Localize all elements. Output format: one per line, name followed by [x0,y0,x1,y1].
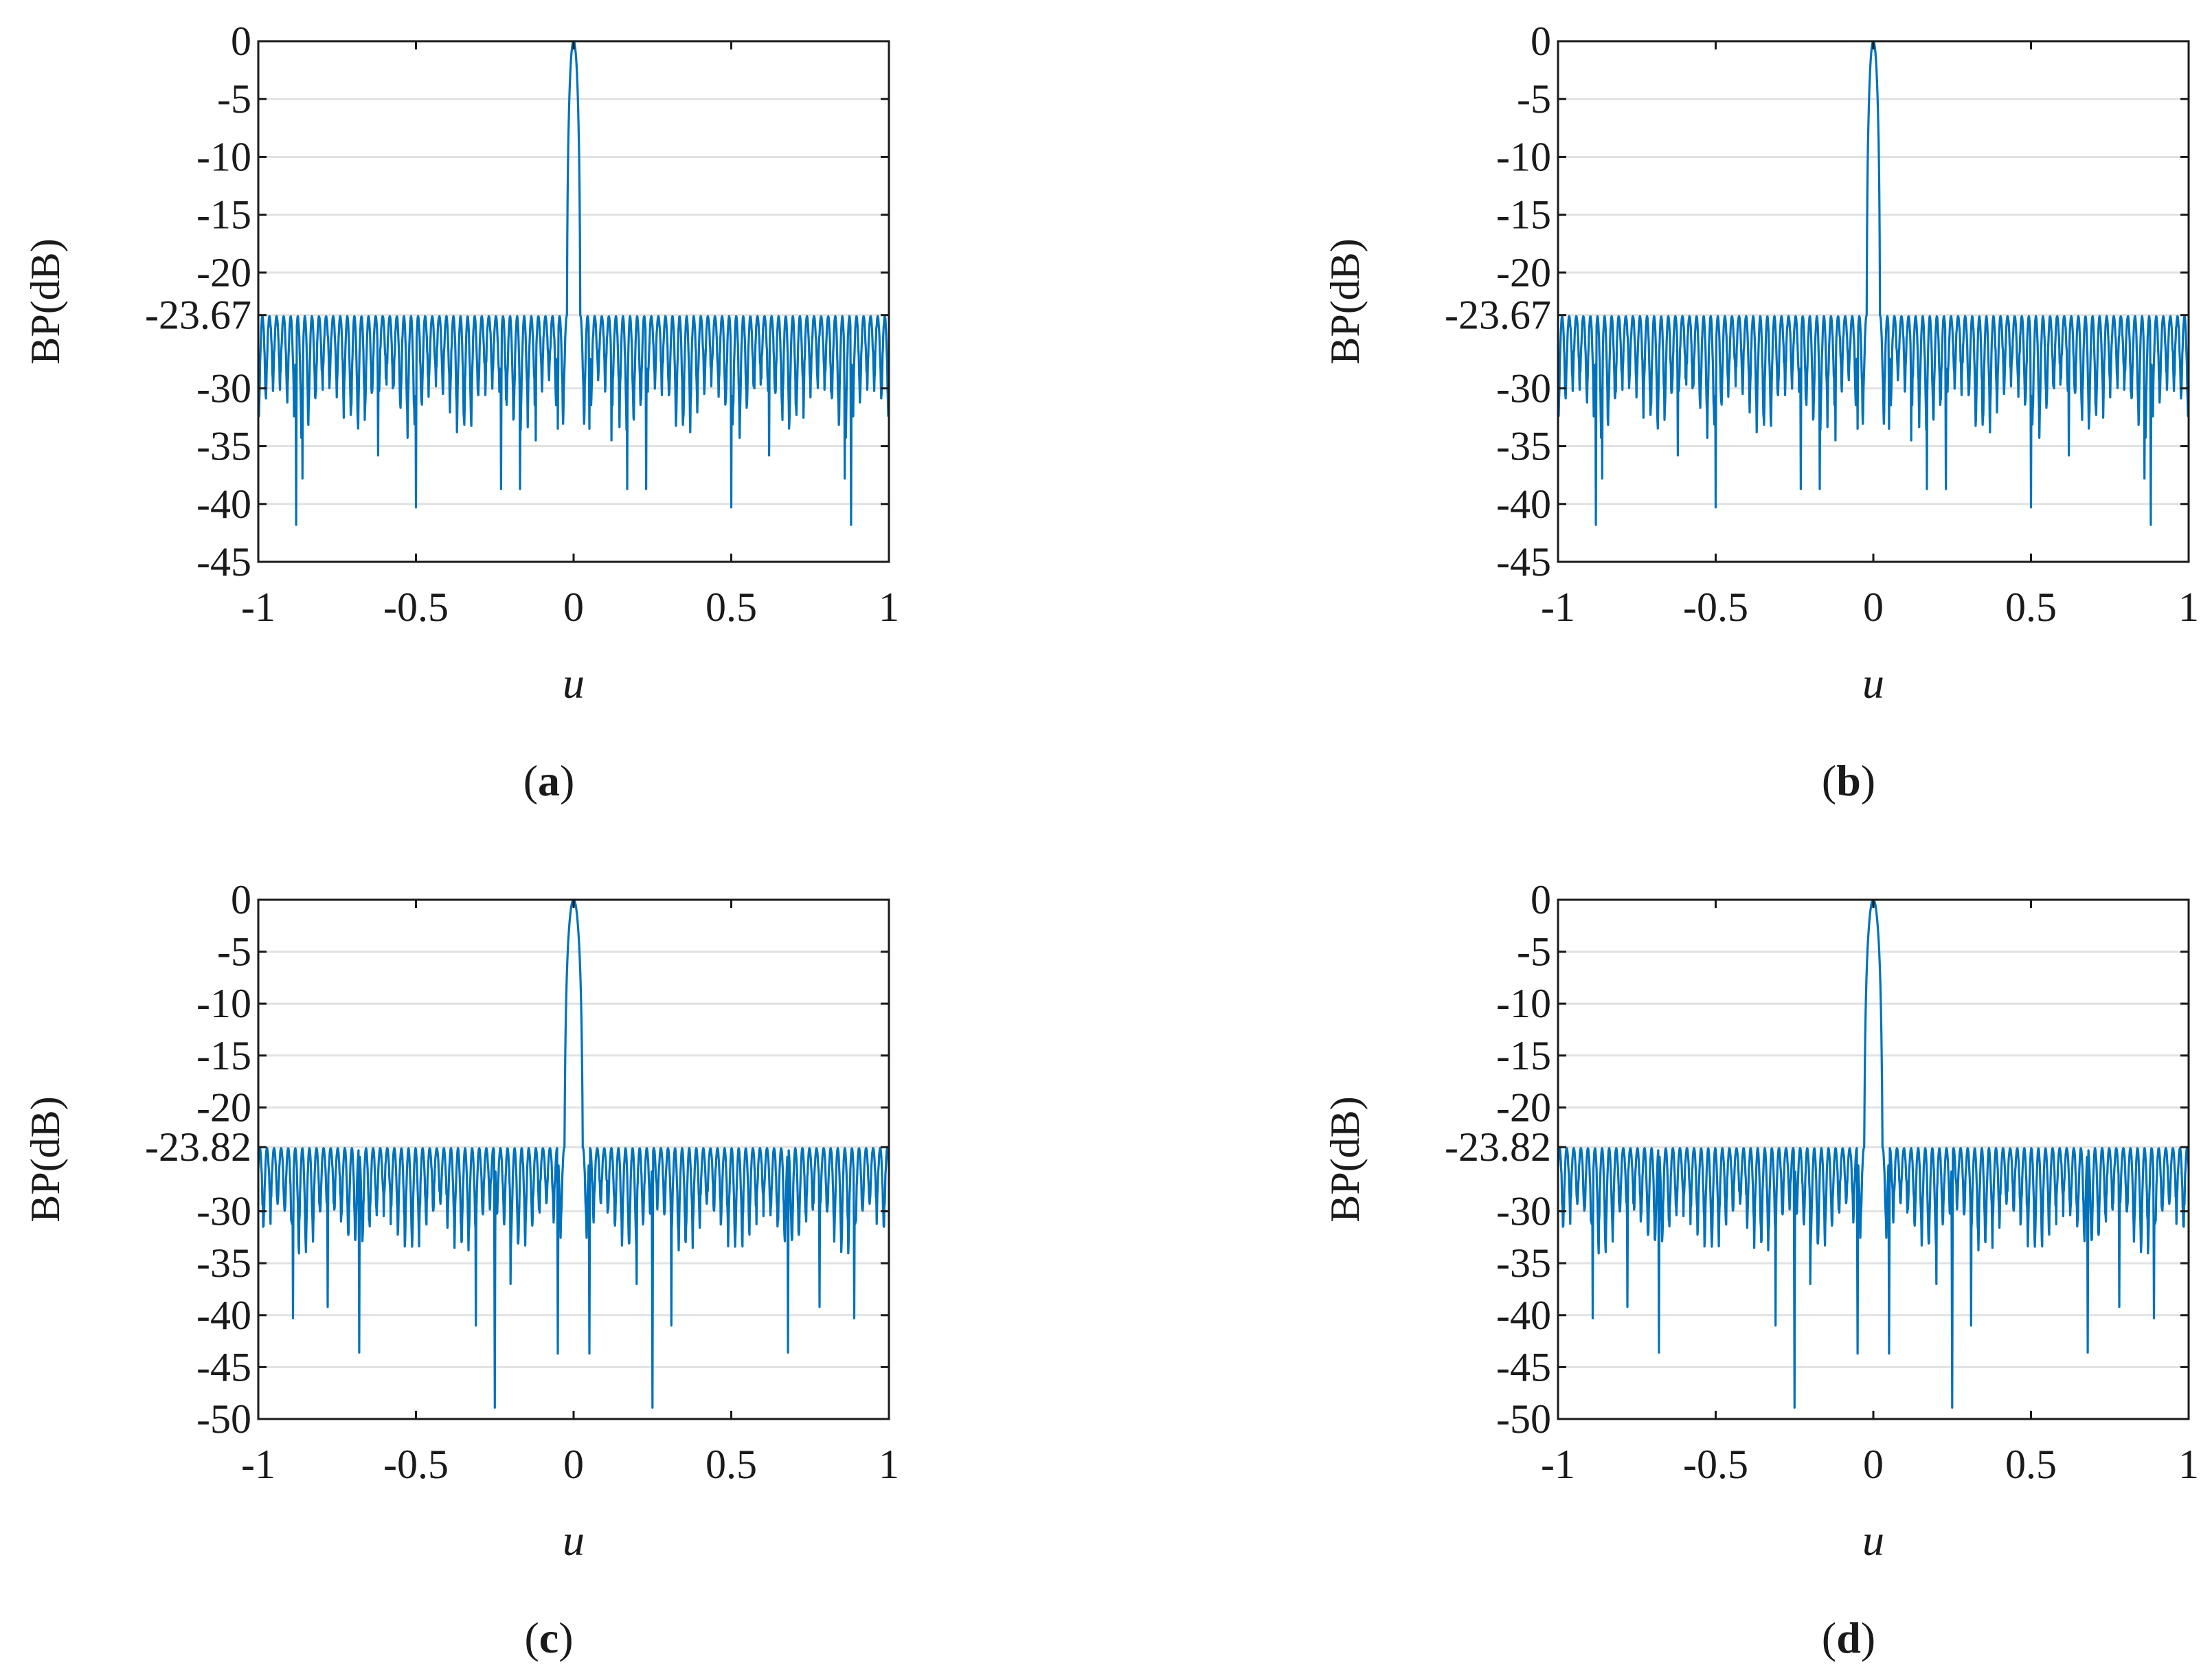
y-tick-label: -20 [1496,250,1551,295]
y-tick-label: -15 [196,192,251,238]
caption-open-paren: ( [523,756,538,805]
x-tick-label: 1 [879,584,899,630]
panel-caption: (a) [523,756,575,805]
caption-letter: d [1836,1613,1861,1662]
y-tick-label: -40 [196,1293,251,1338]
x-tick-label: -1 [1541,1442,1575,1487]
chart-panel-d: 0 -5 -10 -15 -20-23.82 -30 -35 -40 -45 -50-1 -0.5 0… [1322,877,2199,1662]
panel-caption: (b) [1822,756,1875,805]
caption-letter: a [538,756,560,805]
x-tick-label: 0 [563,584,584,630]
x-axis-label: u [1862,659,1884,707]
chart-panel-b: 0 -5 -10 -15 -20-23.67 -30 -35 -40 -45-1 -0.5 0 0.5… [1322,19,2199,805]
y-tick-label: -35 [1496,424,1551,469]
y-tick-label: -40 [1496,1293,1551,1338]
caption-close-paren: ) [1861,1613,1875,1662]
y-tick-label: -15 [196,1033,251,1078]
axes-box [1557,40,2190,563]
y-tick-label: -50 [196,1396,251,1442]
x-tick-label: -0.5 [383,584,449,630]
y-tick-label: -10 [196,981,251,1026]
x-tick-label: 0.5 [2005,584,2057,630]
x-tick-label: -1 [241,584,275,630]
y-tick-label: -20 [196,250,251,295]
y-tick-label: -5 [217,76,251,122]
y-tick-label: -50 [1496,1396,1551,1442]
caption-open-paren: ( [1822,1613,1836,1662]
x-axis-label: u [1862,1516,1884,1565]
y-tick-label: 0 [231,877,251,922]
y-tick-label: -20 [196,1085,251,1130]
y-tick-label: -10 [1496,981,1551,1026]
y-tick-label: -30 [1496,1189,1551,1234]
panel-caption: (d) [1822,1613,1875,1662]
caption-close-paren: ) [558,1613,573,1662]
caption-close-paren: ) [560,756,574,805]
caption-letter: b [1836,756,1861,805]
y-tick-label: -5 [1517,929,1551,975]
chart-panel-c: 0 -5 -10 -15 -20-23.82 -30 -35 -40 -45 -50-1 -0.5 0… [23,877,899,1662]
beam-pattern-series [1557,40,2190,526]
y-tick-label: -40 [196,481,251,527]
caption-open-paren: ( [1822,756,1836,805]
x-tick-label: 0.5 [706,584,757,630]
y-tick-label: -30 [1496,365,1551,411]
y-tick-label: -35 [196,424,251,469]
x-tick-label: 1 [879,1442,899,1487]
y-tick-label: -35 [1496,1240,1551,1286]
x-tick-label: 1 [2178,584,2199,630]
y-tick-label: -23.82 [1445,1124,1551,1170]
y-axis-label: BP(dB) [1322,1096,1368,1222]
x-tick-label: 0 [1863,1442,1884,1487]
y-tick-label: -5 [217,929,251,975]
y-axis-label: BP(dB) [23,238,68,364]
y-tick-label: -40 [1496,481,1551,527]
x-tick-label: -0.5 [1683,1442,1748,1487]
y-tick-label: -23.82 [145,1124,251,1170]
y-tick-label: -5 [1517,76,1551,122]
y-tick-label: -10 [196,134,251,179]
y-tick-label: -45 [196,1344,251,1389]
y-tick-label: 0 [1531,19,1551,64]
y-tick-label: 0 [231,19,251,64]
y-tick-label: -35 [196,1240,251,1286]
y-tick-label: -45 [1496,1344,1551,1389]
chart-panel-a: 0 -5 -10 -15 -20-23.67 -30 -35 -40 -45-1 -0.5 0 0.5… [23,19,899,805]
x-axis-label: u [563,1516,585,1565]
beam-pattern-series [257,40,890,526]
y-axis-label: BP(dB) [23,1096,68,1222]
x-tick-label: -1 [241,1442,275,1487]
beam-pattern-series [1557,898,2190,1409]
y-tick-label: -15 [1496,1033,1551,1078]
caption-open-paren: ( [524,1613,539,1662]
x-axis-label: u [563,659,585,707]
y-tick-label: -10 [1496,134,1551,179]
y-tick-label: -15 [1496,192,1551,238]
caption-letter: c [539,1613,558,1662]
x-tick-label: -0.5 [383,1442,449,1487]
axes-box [257,40,890,563]
y-tick-label: -23.67 [1445,293,1551,338]
x-tick-label: -0.5 [1683,584,1748,630]
x-tick-label: -1 [1541,584,1575,630]
caption-close-paren: ) [1861,756,1875,805]
y-tick-label: -30 [196,365,251,411]
y-tick-label: -30 [196,1189,251,1234]
y-tick-label: -20 [1496,1085,1551,1130]
y-tick-label: 0 [1531,877,1551,922]
y-tick-label: -45 [1496,539,1551,584]
beam-pattern-series [257,898,890,1409]
y-tick-label: -45 [196,539,251,584]
panel-caption: (c) [524,1613,573,1662]
x-tick-label: 0 [1863,584,1884,630]
x-tick-label: 1 [2178,1442,2199,1487]
x-tick-label: 0 [563,1442,584,1487]
x-tick-label: 0.5 [2005,1442,2057,1487]
y-tick-label: -23.67 [145,293,251,338]
y-axis-label: BP(dB) [1322,238,1368,364]
x-tick-label: 0.5 [706,1442,757,1487]
